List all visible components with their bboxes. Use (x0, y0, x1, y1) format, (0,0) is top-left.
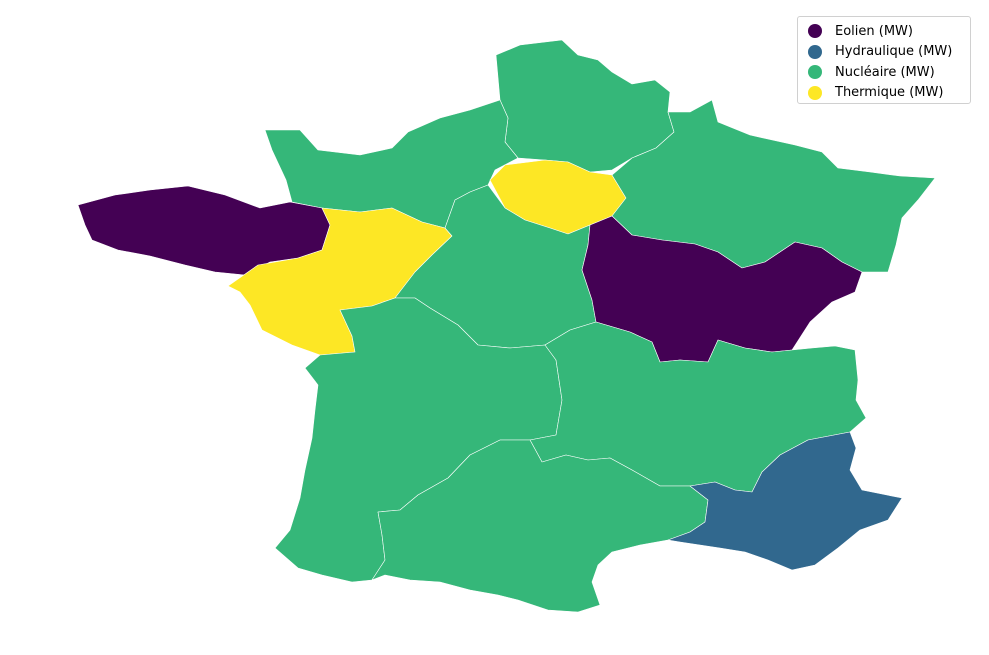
legend-marker-eolien (808, 24, 822, 39)
region-provence-alpes-cote-dazur (667, 431, 903, 571)
legend-marker-thermique (808, 85, 822, 100)
legend-item-thermique: Thermique (MW) (808, 83, 970, 104)
legend-marker-hydraulique (808, 44, 822, 59)
map-legend: Eolien (MW) Hydraulique (MW) Nucléaire (… (797, 16, 971, 104)
legend-marker-nucleaire (808, 65, 822, 80)
legend-item-hydraulique: Hydraulique (MW) (808, 42, 970, 63)
legend-label-thermique: Thermique (MW) (835, 85, 944, 101)
legend-item-nucleaire: Nucléaire (MW) (808, 62, 970, 83)
legend-item-eolien: Eolien (MW) (808, 21, 970, 42)
legend-label-hydraulique: Hydraulique (MW) (835, 44, 953, 60)
legend-label-nucleaire: Nucléaire (MW) (835, 64, 935, 80)
legend-label-eolien: Eolien (MW) (835, 23, 913, 39)
